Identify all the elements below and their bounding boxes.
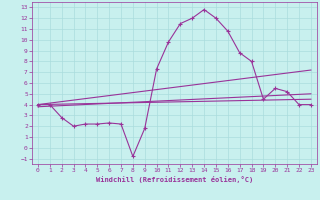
X-axis label: Windchill (Refroidissement éolien,°C): Windchill (Refroidissement éolien,°C) bbox=[96, 176, 253, 183]
